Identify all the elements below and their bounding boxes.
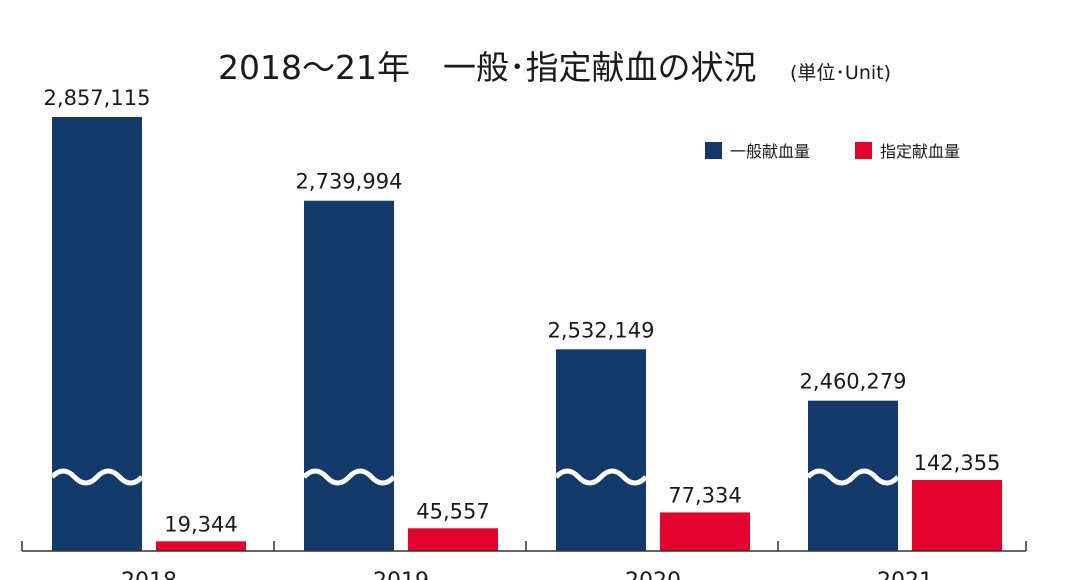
data-label-general-2019: 2,739,994 — [296, 170, 403, 194]
bar-designated-2021 — [912, 480, 1002, 551]
data-label-designated-2018: 19,344 — [164, 512, 237, 536]
legend-swatch-designated — [855, 142, 872, 159]
bar-designated-2020 — [660, 512, 750, 551]
chart-title: 2018～21年 一般･指定献血の状況 — [218, 48, 756, 87]
bar-designated-2019 — [408, 528, 498, 551]
data-label-designated-2021: 142,355 — [914, 451, 1001, 475]
legend-label-designated: 指定献血量 — [880, 142, 960, 161]
bar-general-2020 — [556, 349, 646, 551]
bar-general-2019 — [304, 200, 394, 552]
data-label-general-2018: 2,857,115 — [44, 86, 151, 110]
legend-swatch-general — [705, 142, 722, 159]
x-tick-label-2020: 2020 — [625, 569, 681, 580]
x-tick-label-2019: 2019 — [373, 569, 429, 580]
plot-area: 2,857,115 19,344 2018 2,739,994 45,557 2019 2,… — [21, 86, 1027, 580]
legend-label-general: 一般献血量 — [730, 142, 810, 161]
axis-break-mark — [50, 468, 144, 486]
bar-designated-2018 — [156, 541, 246, 551]
axis-break-mark — [302, 468, 396, 486]
bar-general-2018 — [52, 117, 142, 551]
axis-break-mark — [554, 468, 648, 486]
axis-break-mark — [806, 468, 900, 486]
x-tick-label-2021: 2021 — [877, 569, 933, 580]
data-label-designated-2019: 45,557 — [416, 499, 489, 523]
legend: 一般献血量 指定献血量 — [705, 142, 960, 161]
unit-label: (単位･Unit) — [790, 62, 891, 84]
data-label-general-2021: 2,460,279 — [800, 370, 907, 394]
x-tick-label-2018: 2018 — [121, 569, 177, 580]
data-label-general-2020: 2,532,149 — [548, 318, 655, 342]
data-label-designated-2020: 77,334 — [668, 483, 741, 507]
